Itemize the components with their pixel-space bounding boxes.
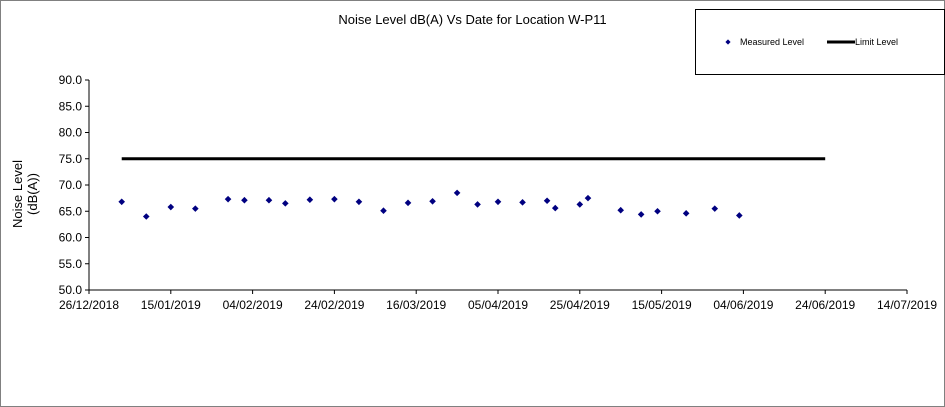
legend-measured-level-label: Measured Level	[740, 37, 804, 47]
measured-level-point	[551, 204, 559, 212]
y-tick-label: 60.0	[59, 231, 83, 245]
measured-level-point	[682, 210, 690, 217]
measured-level-point	[543, 197, 551, 205]
x-tick-label: 15/05/2019	[632, 298, 692, 312]
y-axis-title-line-2: (dB(A))	[25, 173, 40, 215]
x-tick-label: 16/03/2019	[386, 298, 446, 312]
measured-level-point	[617, 206, 624, 214]
measured-level-point	[637, 211, 645, 218]
measured-level-point	[736, 212, 743, 219]
y-tick-label: 80.0	[59, 126, 83, 140]
measured-level-point	[241, 196, 248, 204]
measured-level-point	[429, 197, 436, 205]
y-tick-label: 55.0	[59, 257, 83, 271]
measured-level-point	[584, 194, 592, 202]
x-tick-label: 24/02/2019	[304, 298, 364, 312]
y-tick-label: 90.0	[59, 73, 83, 87]
measured-level-point	[576, 201, 584, 208]
measured-level-point	[331, 195, 338, 203]
x-tick-label: 25/04/2019	[550, 298, 610, 312]
y-tick-label: 75.0	[59, 152, 83, 166]
y-tick-label: 50.0	[59, 283, 83, 297]
measured-level-point	[355, 198, 363, 206]
measured-level-point	[265, 196, 273, 204]
plot-marks	[118, 157, 826, 220]
measured-level-point	[711, 205, 719, 212]
y-tick-label: 85.0	[59, 99, 83, 113]
x-tick-label: 04/06/2019	[713, 298, 773, 312]
measured-level-point	[192, 205, 199, 212]
measured-level-point	[404, 199, 412, 207]
axes: 50.0 55.0 60.0 65.0 70.0 75.0 80.0 85.0 90.0 26/1…	[59, 73, 938, 312]
y-axis-title-line-1: Noise Level	[10, 160, 25, 228]
legend-measured-level-marker	[725, 39, 731, 45]
measured-level-point	[224, 195, 232, 203]
x-tick-label: 05/04/2019	[468, 298, 528, 312]
measured-level-point	[167, 203, 175, 211]
measured-level-point	[453, 189, 461, 197]
x-tick-label: 04/02/2019	[223, 298, 283, 312]
measured-level-point	[654, 207, 661, 215]
measured-level-point	[306, 196, 314, 203]
measured-level-point	[519, 199, 526, 206]
measured-level-point	[142, 213, 150, 220]
x-tick-label: 24/06/2019	[795, 298, 855, 312]
x-tick-label: 15/01/2019	[141, 298, 201, 312]
y-axis-title: Noise Level (dB(A))	[10, 160, 40, 228]
measured-level-point	[118, 198, 126, 206]
measured-level-point	[474, 201, 481, 208]
measured-level-point	[282, 200, 289, 207]
legend-box	[695, 9, 945, 75]
x-tick-label: 26/12/2018	[59, 298, 119, 312]
chart-title: Noise Level dB(A) Vs Date for Location W…	[338, 12, 607, 27]
measured-level-point	[494, 198, 502, 206]
legend: Measured Level Limit Level	[725, 37, 898, 47]
measured-level-point	[380, 207, 387, 215]
y-tick-label: 70.0	[59, 178, 83, 192]
y-tick-label: 65.0	[59, 204, 83, 218]
x-tick-label: 14/07/2019	[877, 298, 937, 312]
legend-limit-level-label: Limit Level	[855, 37, 898, 47]
